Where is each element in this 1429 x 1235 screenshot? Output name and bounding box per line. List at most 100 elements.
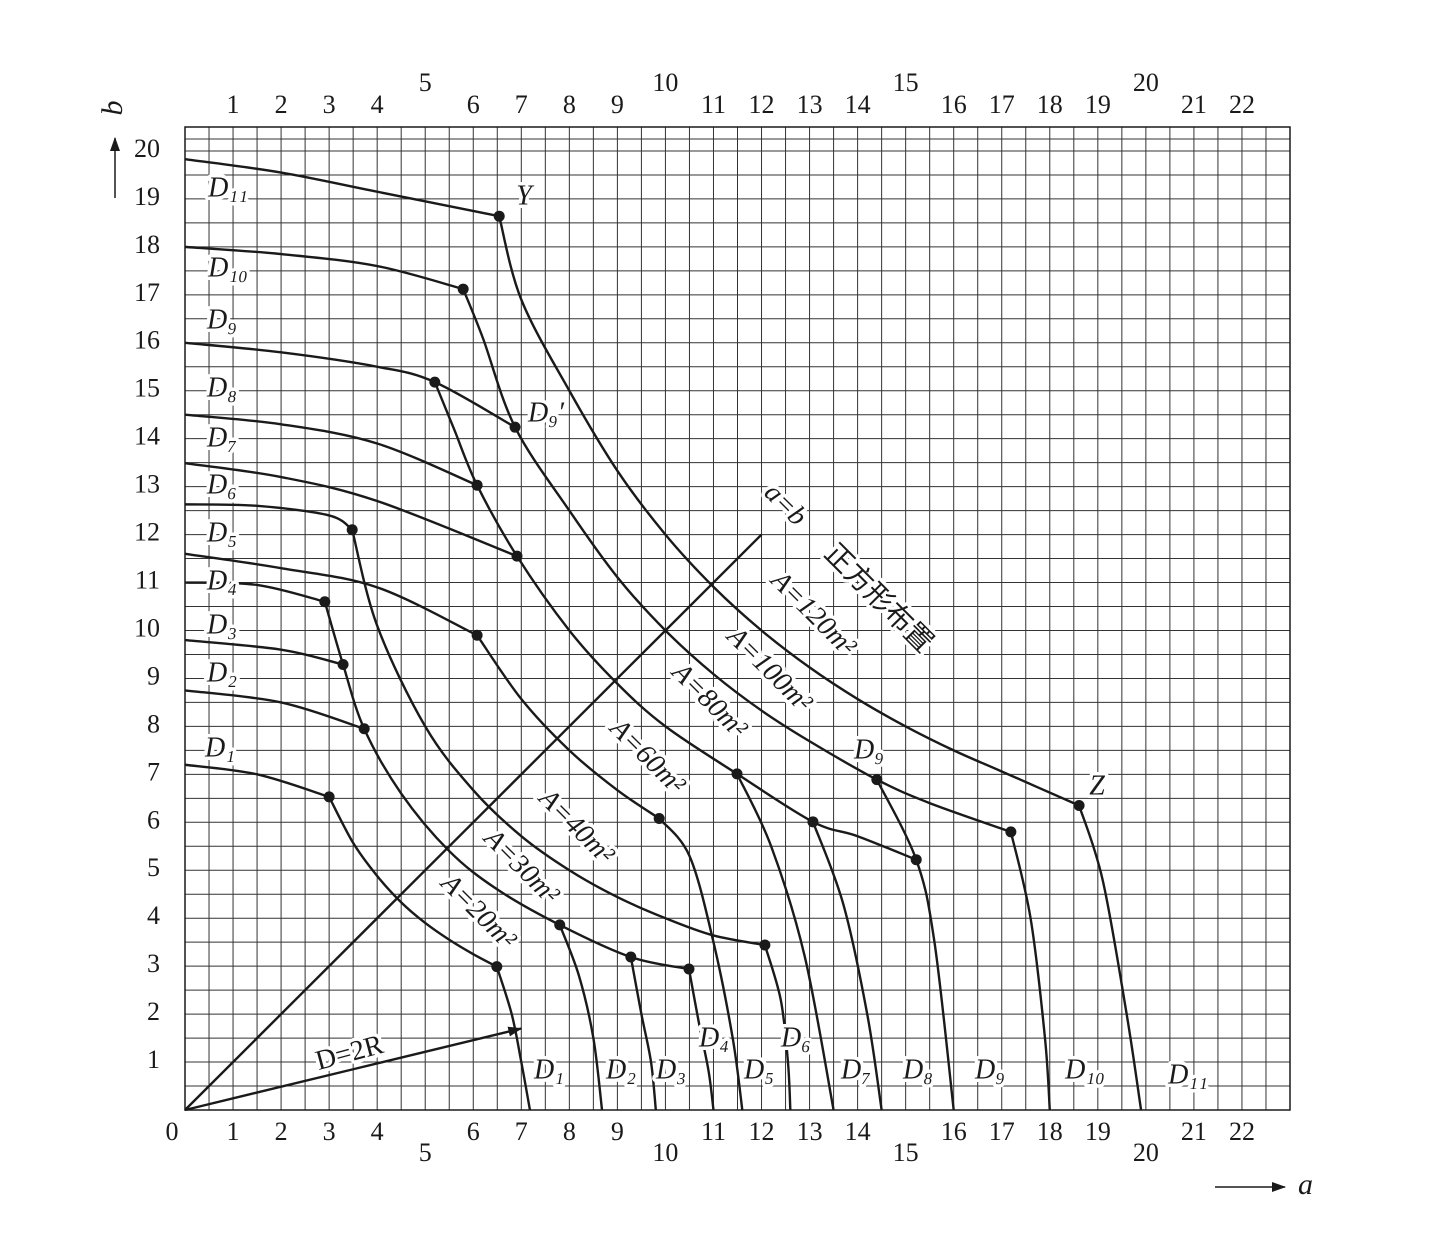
x-tick-label-top: 18 — [1037, 90, 1063, 119]
radius-arrow — [184, 1026, 523, 1112]
y-tick-label: 4 — [147, 901, 160, 930]
annotation: D₁₀ — [1064, 1054, 1105, 1085]
y-tick-label: 17 — [134, 278, 160, 307]
curve — [687, 968, 715, 1111]
point — [625, 951, 637, 963]
annotation: D₁₁ — [1167, 1059, 1208, 1090]
annotation: A=40m² — [531, 781, 620, 870]
point — [511, 550, 523, 562]
curve — [184, 413, 478, 487]
curve — [462, 288, 1012, 834]
curve — [351, 529, 766, 947]
annotation: Z — [1089, 770, 1105, 801]
x-tick-label-top: 12 — [749, 90, 775, 119]
curve — [476, 634, 660, 820]
x-tick-label-top: 4 — [371, 90, 384, 119]
y-tick-label: 19 — [134, 182, 160, 211]
point — [491, 961, 503, 973]
annotation: D₄ — [698, 1022, 729, 1053]
annotation: D₂ — [206, 657, 237, 688]
curve — [1077, 805, 1143, 1111]
x-tick-label: 14 — [845, 1117, 871, 1146]
annotation: D₉′ — [527, 397, 565, 428]
curve — [184, 157, 500, 218]
x-axis-label: a — [1298, 1168, 1313, 1201]
point — [653, 812, 665, 824]
annotation: D₅ — [743, 1054, 774, 1085]
curve — [629, 956, 658, 1111]
curve — [184, 503, 353, 531]
annotation: D₈ — [206, 372, 237, 403]
y-tick-label: 11 — [135, 566, 160, 595]
point — [457, 283, 469, 295]
y-tick-label: 13 — [134, 470, 160, 499]
x-tick-label: 9 — [611, 1117, 624, 1146]
x-tick-label: 8 — [563, 1117, 576, 1146]
curve — [184, 638, 344, 666]
annotation: D₅ — [206, 517, 237, 548]
y-tick-label: 12 — [134, 518, 160, 547]
x-tick-label-top: 16 — [941, 90, 967, 119]
point — [807, 816, 819, 828]
point — [554, 919, 566, 931]
x-tick-label: 20 — [1133, 1138, 1159, 1167]
annotation: D₃ — [655, 1054, 686, 1085]
x-tick-label-top: 19 — [1085, 90, 1111, 119]
point — [429, 376, 441, 388]
curve — [184, 763, 330, 799]
y-tick-label: 1 — [147, 1045, 160, 1074]
point — [1005, 826, 1017, 838]
annotation: D₁₀ — [207, 252, 248, 283]
curve — [558, 924, 604, 1111]
curve — [184, 461, 518, 558]
x-tick-label: 4 — [371, 1117, 384, 1146]
x-tick-label-top: 15 — [893, 68, 919, 97]
curve — [323, 601, 690, 971]
x-tick-label: 10 — [652, 1138, 678, 1167]
x-tick-label-top: 7 — [515, 90, 528, 119]
point — [509, 421, 521, 433]
point — [871, 774, 883, 786]
point — [319, 596, 331, 608]
x-tick-label: 3 — [323, 1117, 336, 1146]
point — [358, 723, 370, 735]
x-tick-label-top: 9 — [611, 90, 624, 119]
y-tick-label: 2 — [147, 997, 160, 1026]
x-tick-label-top: 8 — [563, 90, 576, 119]
curve — [875, 779, 955, 1111]
y-tick-label: 18 — [134, 230, 160, 259]
x-tick-label: 12 — [749, 1117, 775, 1146]
x-tick-label-top: 13 — [797, 90, 823, 119]
x-tick-label-top: 21 — [1181, 90, 1207, 119]
point — [731, 768, 743, 780]
x-tick-label: 0 — [166, 1117, 179, 1146]
annotation: D₉ — [206, 304, 237, 335]
x-tick-label-top: 5 — [419, 68, 432, 97]
x-tick-label-top: 20 — [1133, 68, 1159, 97]
y-tick-label: 16 — [134, 326, 160, 355]
y-tick-label: 6 — [147, 805, 160, 834]
curve — [184, 581, 326, 603]
x-tick-label: 21 — [1181, 1117, 1207, 1146]
x-tick-label-top: 10 — [652, 68, 678, 97]
x-tick-label: 1 — [227, 1117, 240, 1146]
curve — [658, 817, 744, 1111]
point — [759, 939, 771, 951]
curve — [328, 796, 498, 968]
curve — [498, 215, 1080, 807]
y-tick-label: 7 — [147, 757, 160, 786]
point — [337, 659, 349, 671]
annotation: D₇ — [840, 1054, 871, 1085]
point — [346, 524, 358, 536]
annotation: D₉ — [853, 734, 884, 765]
x-tick-label: 16 — [941, 1117, 967, 1146]
annotation: D₂ — [605, 1054, 636, 1085]
x-tick-label-top: 22 — [1229, 90, 1255, 119]
curve — [495, 966, 532, 1111]
annotation: D₆ — [206, 469, 237, 500]
annotation: D₁ — [204, 732, 235, 763]
x-tick-label-top: 1 — [227, 90, 240, 119]
y-tick-label: 20 — [134, 134, 160, 163]
x-tick-label: 5 — [419, 1138, 432, 1167]
x-tick-label: 17 — [989, 1117, 1015, 1146]
